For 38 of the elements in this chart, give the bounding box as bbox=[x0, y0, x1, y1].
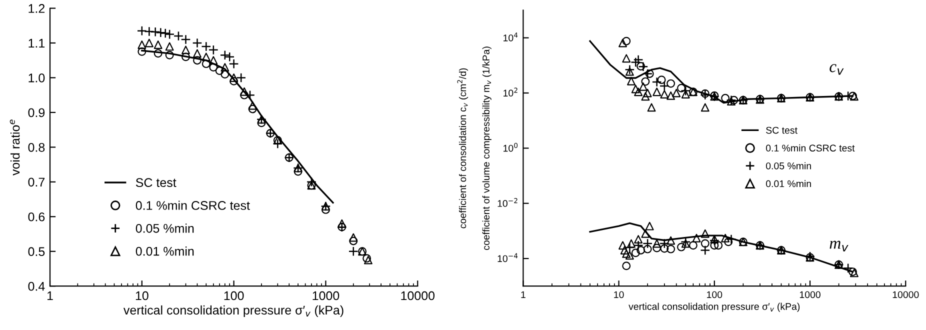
y-tick-label: 0.9 bbox=[28, 108, 45, 118]
y-tick-label: 1.0 bbox=[28, 74, 45, 82]
legend-label: 0.01 %min bbox=[136, 246, 194, 256]
annotation: m$_{v}$ bbox=[830, 240, 848, 252]
legend-label: 0.1 %min CSRC test bbox=[136, 200, 250, 210]
x-axis-title: vertical consolidation pressure σ′$_{v}$ (kPa) bbox=[628, 302, 800, 312]
y-tick-label: 10$^{0}$ bbox=[504, 142, 518, 152]
text: coefficient of consolidation c$_{v}$ (cm$^{2}$/d) coefficient of volume compressibility m$_{v}$ (1/kPa) bbox=[457, 46, 492, 250]
x-tick-label: 10000 bbox=[892, 291, 919, 298]
x-tick-label: 1000 bbox=[312, 291, 340, 300]
y-tick-label: 1.1 bbox=[28, 38, 45, 48]
legend-label: SC test bbox=[766, 126, 798, 134]
y-tick-label: 0.8 bbox=[28, 142, 45, 152]
x-axis-title: vertical consolidation pressure σ′$_{v}$ (kPa) bbox=[123, 305, 344, 318]
legend-label: 0.1 %min CSRC test bbox=[766, 144, 855, 152]
x-tick-label: 1000 bbox=[800, 291, 820, 298]
y-tick-label: 10$^{2}$ bbox=[504, 88, 518, 97]
y-tick-label: 0.6 bbox=[28, 212, 45, 222]
x-tick-label: 10 bbox=[136, 291, 148, 300]
x-tick-label: 10000 bbox=[401, 291, 435, 300]
legend-label: SC test bbox=[136, 178, 176, 188]
x-tick-label: 1 bbox=[521, 291, 526, 298]
y-tick-label: 0.4 bbox=[28, 282, 45, 291]
y-tick-label: 10$^{4}$ bbox=[504, 32, 518, 42]
legend-label: 0.01 %min bbox=[766, 180, 811, 188]
y-axis-title: void ratio$^{e}$ bbox=[10, 120, 20, 176]
y-tick-label: 0.5 bbox=[28, 247, 45, 256]
x-tick-label: 1 bbox=[47, 291, 53, 300]
x-tick-label: 100 bbox=[224, 291, 244, 300]
y-tick-label: 1.2 bbox=[28, 4, 45, 13]
annotation: c$_{v}$ bbox=[830, 64, 844, 75]
x-tick-label: 10 bbox=[614, 291, 624, 298]
x-tick-label: 100 bbox=[707, 291, 722, 298]
legend-label: 0.05 %min bbox=[766, 162, 811, 170]
y-tick-label: 0.7 bbox=[28, 178, 45, 187]
y-tick-label: 10$^{−2}$ bbox=[498, 198, 518, 207]
legend-label: 0.05 %min bbox=[136, 224, 194, 233]
y-tick-label: 10$^{−4}$ bbox=[498, 253, 518, 262]
